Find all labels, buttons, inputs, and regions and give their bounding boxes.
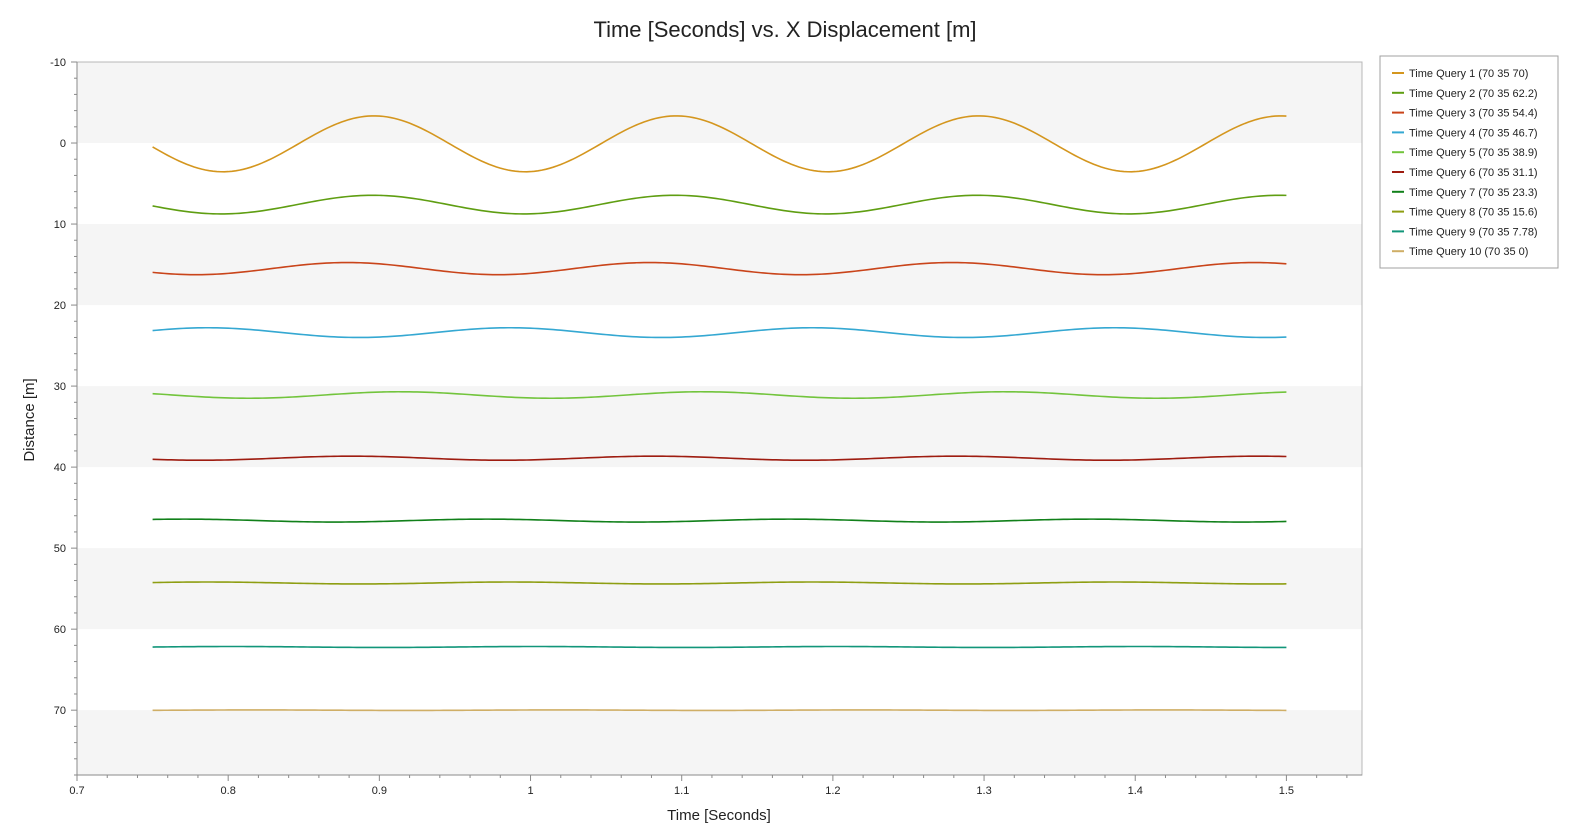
grid-band: [77, 386, 1362, 468]
x-tick-label: 1.3: [976, 785, 991, 797]
y-axis-label: Distance [m]: [21, 378, 38, 461]
series-line-6: [152, 455, 1287, 462]
legend-items: Time Query 1 (70 35 70) Time Query 2 (70 …: [1392, 68, 1538, 258]
x-tick-label: 1.5: [1279, 785, 1294, 797]
series-lines: [152, 115, 1287, 712]
legend-label: Time Query 10 (70 35 0): [1409, 246, 1528, 258]
legend-label: Time Query 4 (70 35 46.7): [1409, 127, 1538, 139]
legend-label: Time Query 5 (70 35 38.9): [1409, 147, 1538, 159]
chart-title: Time [Seconds] vs. X Displacement [m]: [593, 17, 976, 42]
y-tick-label: 10: [54, 219, 66, 231]
series-line-3: [152, 261, 1287, 276]
legend-box: [1379, 55, 1559, 269]
grid-band: [77, 224, 1362, 306]
legend-item: Time Query 2 (70 35 62.2): [1392, 88, 1538, 100]
y-tick-label: 30: [54, 381, 66, 393]
legend-label: Time Query 1 (70 35 70): [1409, 68, 1528, 80]
y-axis: -10 0 10 20 30 40 50 60 70: [50, 57, 78, 776]
legend-item: Time Query 4 (70 35 46.7): [1392, 127, 1538, 139]
y-tick-label: 40: [54, 462, 66, 474]
legend-item: Time Query 6 (70 35 31.1): [1392, 167, 1538, 179]
grid-bands: [77, 62, 1362, 775]
x-tick-label: 1.4: [1128, 785, 1143, 797]
series-line-5: [152, 390, 1287, 400]
series-line-7: [152, 518, 1287, 523]
grid-band: [77, 548, 1362, 630]
legend-item: Time Query 5 (70 35 38.9): [1392, 147, 1538, 159]
legend-item: Time Query 7 (70 35 23.3): [1392, 187, 1538, 199]
legend-label: Time Query 7 (70 35 23.3): [1409, 187, 1538, 199]
x-tick-label: 0.7: [69, 785, 84, 797]
grid-band: [77, 710, 1362, 775]
legend: Time Query 1 (70 35 70) Time Query 2 (70 …: [1379, 55, 1559, 269]
series-line-8: [152, 581, 1287, 585]
x-tick-label: 0.9: [372, 785, 387, 797]
y-tick-label: -10: [50, 57, 66, 69]
x-axis: 0.7 0.8 0.9 1 1.1 1.2 1.3 1.4 1.5: [69, 774, 1362, 797]
plot-area: [76, 61, 1363, 776]
y-tick-label: 50: [54, 543, 66, 555]
y-tick-label: 20: [54, 300, 66, 312]
legend-item: Time Query 8 (70 35 15.6): [1392, 207, 1538, 219]
legend-item: Time Query 1 (70 35 70): [1392, 68, 1528, 80]
series-line-1: [152, 115, 1287, 173]
series-line-9: [152, 645, 1287, 649]
x-tick-label: 1.2: [825, 785, 840, 797]
legend-item: Time Query 9 (70 35 7.78): [1392, 226, 1538, 238]
x-tick-label: 0.8: [221, 785, 236, 797]
series-line-4: [152, 326, 1287, 339]
y-tick-label: 0: [60, 138, 66, 150]
x-tick-label: 1: [527, 785, 533, 797]
legend-item: Time Query 3 (70 35 54.4): [1392, 108, 1538, 120]
legend-label: Time Query 3 (70 35 54.4): [1409, 108, 1538, 120]
x-tick-label: 1.1: [674, 785, 689, 797]
series-line-2: [152, 194, 1287, 215]
legend-label: Time Query 2 (70 35 62.2): [1409, 88, 1538, 100]
grid-band: [77, 62, 1362, 144]
legend-label: Time Query 6 (70 35 31.1): [1409, 167, 1538, 179]
legend-label: Time Query 8 (70 35 15.6): [1409, 207, 1538, 219]
x-axis-label: Time [Seconds]: [667, 807, 771, 824]
legend-item: Time Query 10 (70 35 0): [1392, 246, 1528, 258]
y-tick-label: 60: [54, 624, 66, 636]
y-tick-label: 70: [54, 705, 66, 717]
legend-label: Time Query 9 (70 35 7.78): [1409, 226, 1538, 238]
